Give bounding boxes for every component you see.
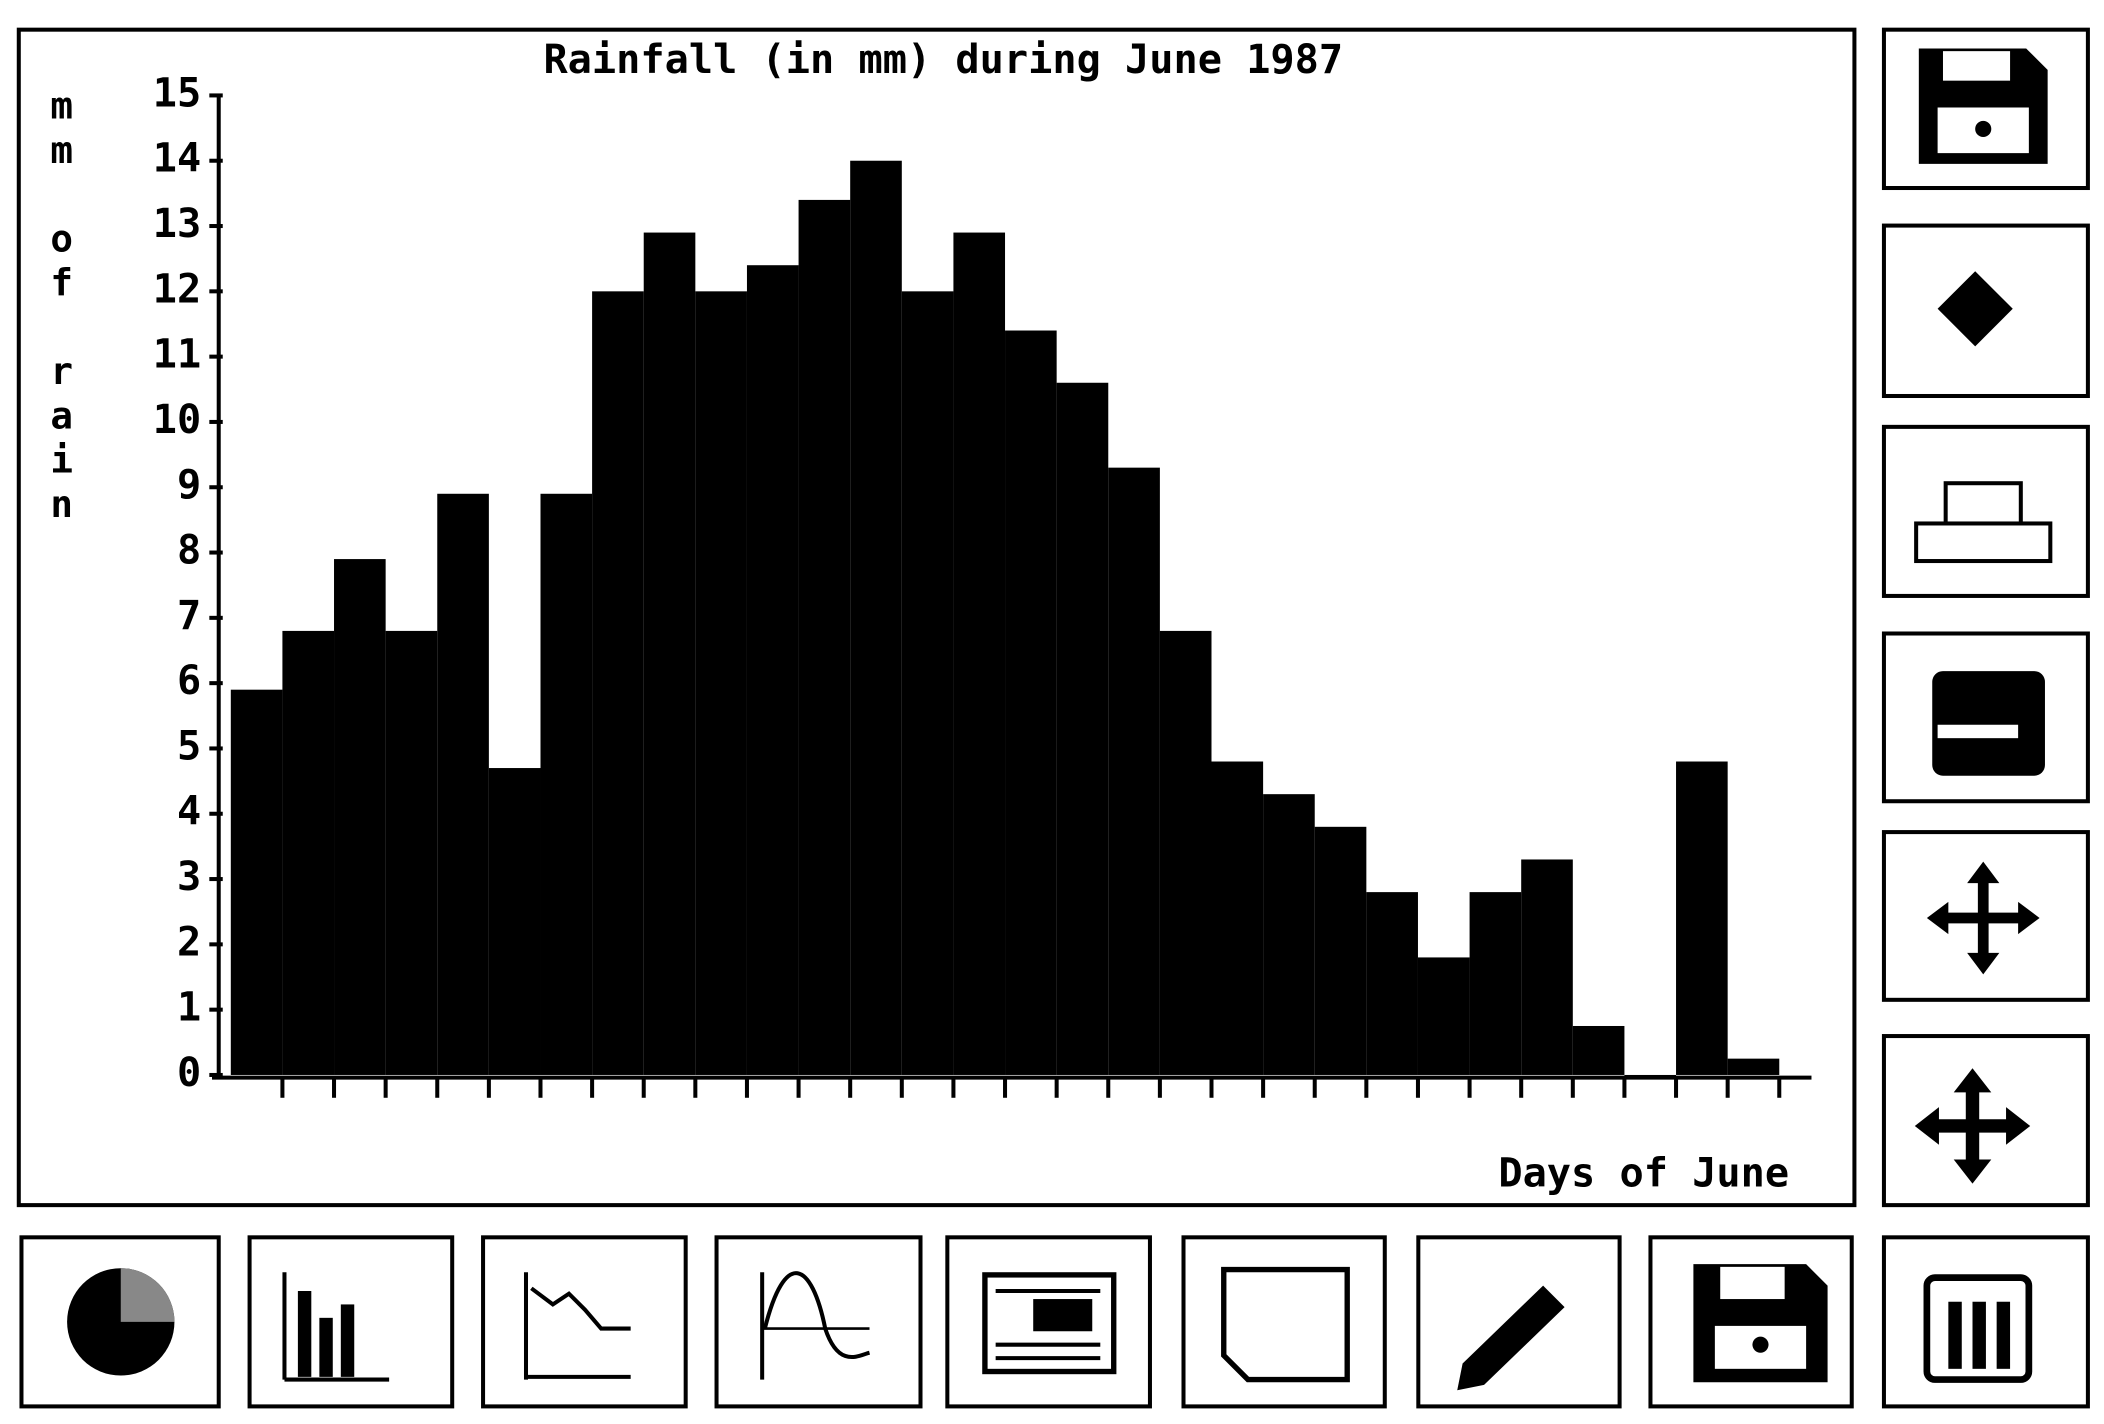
bar: [901, 291, 954, 1075]
button-save[interactable]: [1881, 27, 2090, 191]
y-tick-label: 8: [177, 528, 201, 574]
bar: [953, 232, 1006, 1075]
bar: [540, 493, 593, 1075]
button-line-chart[interactable]: [481, 1235, 688, 1409]
button-disk[interactable]: [1648, 1235, 1854, 1409]
button-printer[interactable]: [1881, 424, 2090, 598]
y-tick-label: 11: [153, 332, 201, 378]
bar: [1676, 761, 1728, 1075]
bar: [488, 768, 541, 1075]
chart-title: Rainfall (in mm) during June 1987: [543, 37, 1343, 83]
y-tick-label: 0: [177, 1050, 201, 1096]
button-bar-chart[interactable]: [247, 1235, 455, 1409]
bar: [1056, 382, 1109, 1075]
bar: [230, 689, 283, 1075]
y-tick-label: 13: [153, 201, 201, 247]
button-memory[interactable]: [1881, 223, 2090, 399]
bar: [1417, 957, 1470, 1075]
y-tick-label: 6: [177, 658, 201, 704]
bar: [1727, 1058, 1780, 1075]
bar: [643, 232, 696, 1075]
bar: [850, 160, 902, 1075]
bar: [695, 291, 747, 1075]
bar: [385, 630, 438, 1075]
button-pencil[interactable]: [1416, 1235, 1622, 1409]
bar: [1469, 892, 1522, 1075]
y-tick-label: 2: [177, 919, 201, 965]
y-tick-label: 9: [177, 462, 201, 508]
y-tick-label: 15: [153, 70, 201, 116]
bar: [1624, 1074, 1677, 1077]
bar: [592, 291, 644, 1075]
button-resize[interactable]: [1881, 1034, 2090, 1208]
button-trash[interactable]: [1881, 1235, 2090, 1409]
bar: [1521, 859, 1573, 1075]
bar: [1366, 892, 1418, 1075]
y-tick-label: 3: [177, 854, 201, 900]
y-tick-label: 7: [177, 593, 201, 639]
bar: [1159, 630, 1212, 1075]
bar: [334, 559, 386, 1075]
y-tick-label: 1: [177, 985, 201, 1031]
button-text[interactable]: [945, 1235, 1152, 1409]
y-tick-label: 14: [153, 136, 201, 182]
y-tick-label: 5: [177, 723, 201, 769]
button-pie[interactable]: [19, 1235, 221, 1409]
x-axis-label: Days of June: [1498, 1151, 1789, 1197]
bar: [437, 493, 489, 1075]
bar: [1314, 826, 1367, 1075]
bar: [1005, 330, 1057, 1075]
bar: [1108, 467, 1160, 1075]
bar: [1263, 794, 1315, 1075]
button-move[interactable]: [1881, 830, 2090, 1002]
y-tick-label: 4: [177, 789, 201, 835]
button-plotter[interactable]: [1881, 631, 2090, 804]
bar: [1572, 1025, 1625, 1075]
y-tick-label: 10: [153, 397, 201, 443]
bar: [798, 199, 851, 1075]
bar: [282, 630, 335, 1075]
y-tick-label: 12: [153, 266, 201, 312]
bar: [1211, 761, 1264, 1075]
button-page[interactable]: [1181, 1235, 1387, 1409]
button-curve[interactable]: [714, 1235, 923, 1409]
bar: [746, 265, 799, 1075]
